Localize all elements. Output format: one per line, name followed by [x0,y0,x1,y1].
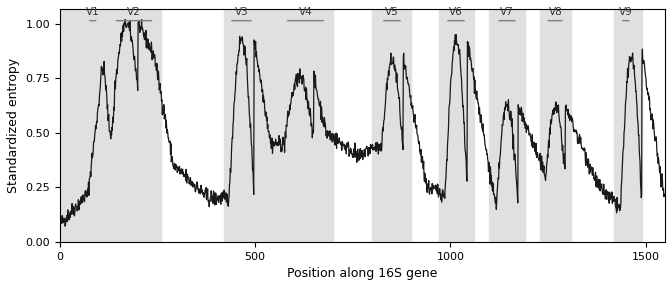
Bar [60,9,161,242]
Text: V5: V5 [385,7,398,18]
Bar [224,9,333,242]
Text: V9: V9 [619,7,633,18]
Bar [439,9,474,242]
Bar [372,9,411,242]
Y-axis label: Standardized entropy: Standardized entropy [7,58,20,193]
Text: V4: V4 [298,7,312,18]
Text: V6: V6 [450,7,463,18]
Bar [614,9,642,242]
Text: V3: V3 [235,7,249,18]
Text: V8: V8 [548,7,562,18]
Text: V2: V2 [127,7,141,18]
Text: V7: V7 [500,7,514,18]
X-axis label: Position along 16S gene: Position along 16S gene [288,267,437,280]
Text: V1: V1 [86,7,99,18]
Bar [540,9,571,242]
Bar [489,9,525,242]
